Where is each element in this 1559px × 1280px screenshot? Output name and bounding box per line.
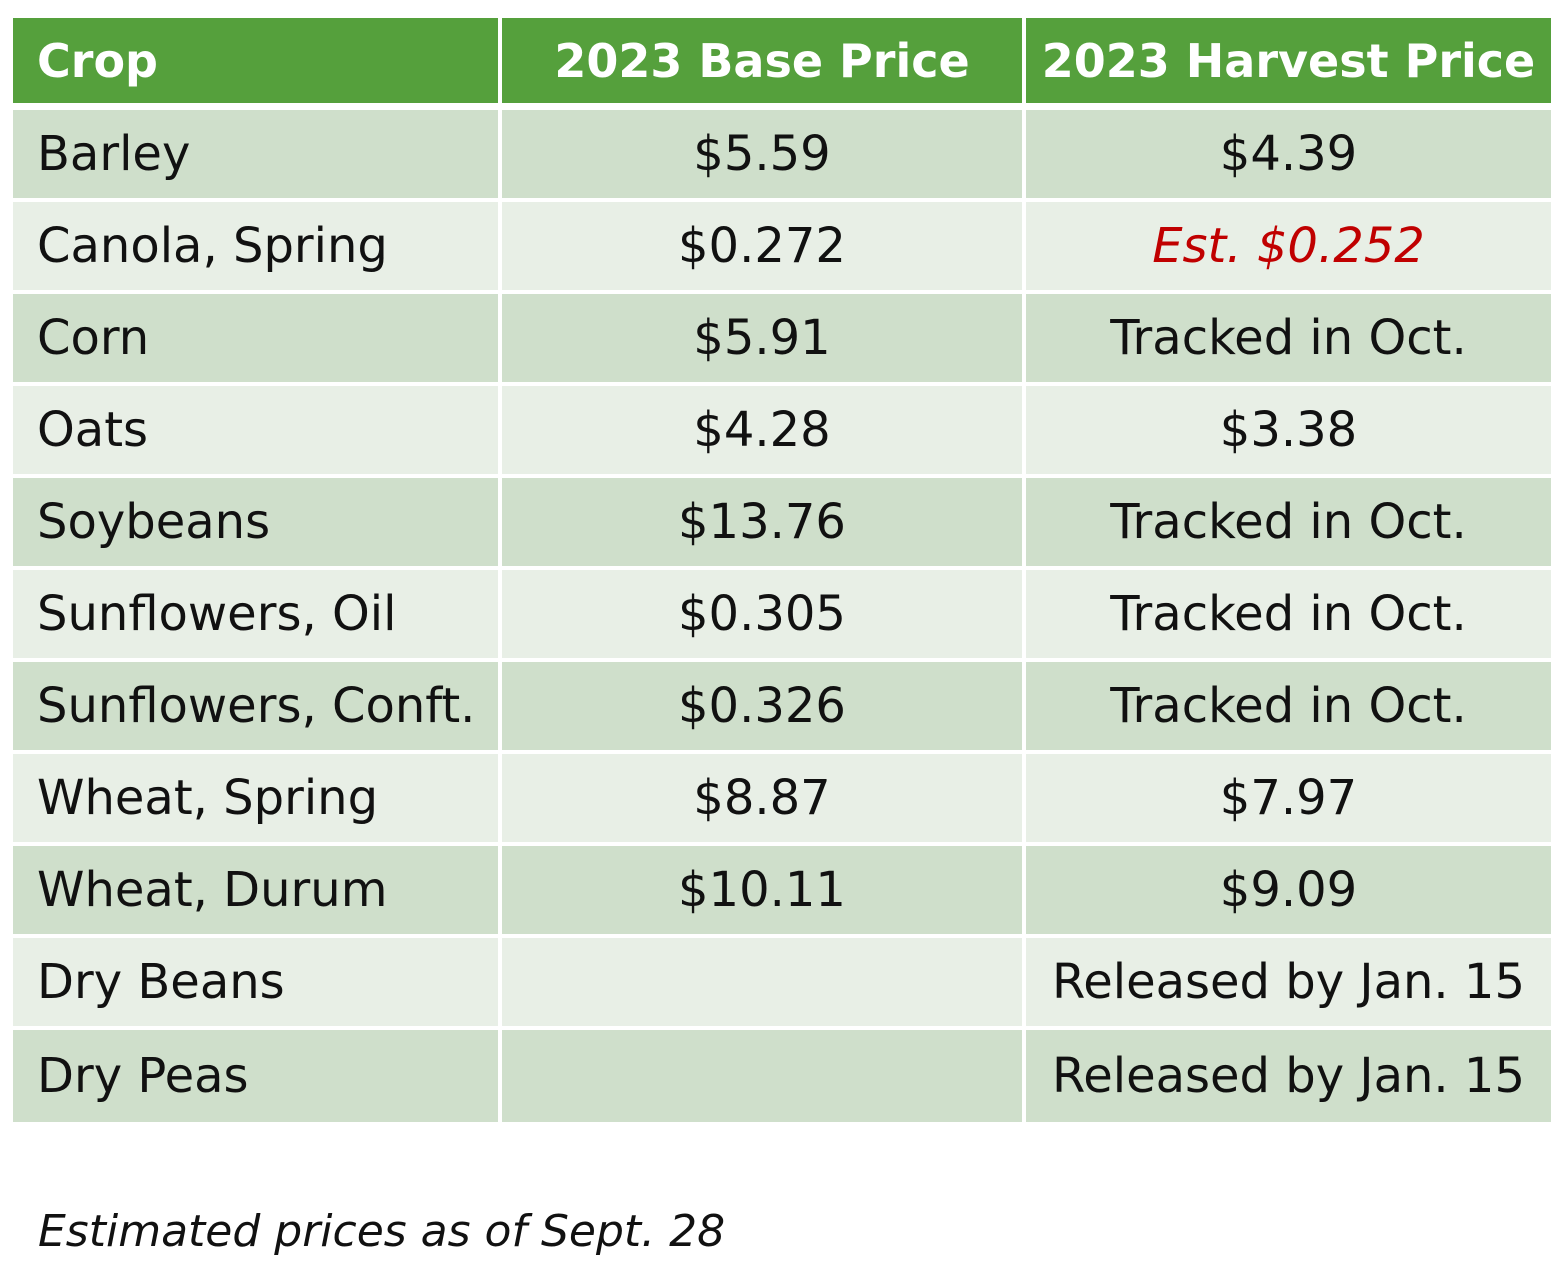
harvest-price-cell: Est. $0.252 [1026,202,1551,294]
table-row: Canola, Spring $0.272 Est. $0.252 [13,202,1551,294]
harvest-price-cell: $3.38 [1026,386,1551,478]
base-price-cell: $10.11 [502,846,1026,938]
crop-name-cell: Dry Peas [13,1030,502,1122]
base-price-cell: $4.28 [502,386,1026,478]
crop-name-cell: Sunflowers, Conft. [13,662,502,754]
header-row: Crop 2023 Base Price 2023 Harvest Price [13,18,1551,110]
harvest-price-cell: $9.09 [1026,846,1551,938]
table-row: Oats $4.28 $3.38 [13,386,1551,478]
crop-name-cell: Canola, Spring [13,202,502,294]
harvest-price-cell: Tracked in Oct. [1026,294,1551,386]
harvest-price-cell: $4.39 [1026,110,1551,202]
crop-name-cell: Soybeans [13,478,502,570]
header-harvest-price: 2023 Harvest Price [1026,18,1551,110]
harvest-price-cell: Released by Jan. 15 [1026,1030,1551,1122]
harvest-price-cell: Tracked in Oct. [1026,478,1551,570]
header-crop: Crop [13,18,502,110]
table-row: Soybeans $13.76 Tracked in Oct. [13,478,1551,570]
base-price-cell: $8.87 [502,754,1026,846]
crop-price-table: Crop 2023 Base Price 2023 Harvest Price … [13,18,1551,1122]
base-price-cell: $0.272 [502,202,1026,294]
harvest-price-cell: Released by Jan. 15 [1026,938,1551,1030]
footnote: Estimated prices as of Sept. 28 [38,1206,726,1257]
base-price-cell: $13.76 [502,478,1026,570]
crop-name-cell: Wheat, Spring [13,754,502,846]
table-row: Dry Beans Released by Jan. 15 [13,938,1551,1030]
base-price-cell [502,938,1026,1030]
crop-name-cell: Sunflowers, Oil [13,570,502,662]
crop-name-cell: Corn [13,294,502,386]
table-row: Wheat, Durum $10.11 $9.09 [13,846,1551,938]
table-row: Sunflowers, Oil $0.305 Tracked in Oct. [13,570,1551,662]
crop-name-cell: Barley [13,110,502,202]
table-body: Barley $5.59 $4.39 Canola, Spring $0.272 Est.… [13,110,1551,1122]
table-row: Corn $5.91 Tracked in Oct. [13,294,1551,386]
harvest-price-cell: Tracked in Oct. [1026,662,1551,754]
table-row: Barley $5.59 $4.39 [13,110,1551,202]
base-price-cell: $0.305 [502,570,1026,662]
base-price-cell [502,1030,1026,1122]
harvest-price-cell: Tracked in Oct. [1026,570,1551,662]
header-base-price: 2023 Base Price [502,18,1026,110]
table-row: Sunflowers, Conft. $0.326 Tracked in Oct. [13,662,1551,754]
estimated-harvest-price: Est. $0.252 [1152,218,1425,274]
harvest-price-cell: $7.97 [1026,754,1551,846]
base-price-cell: $5.59 [502,110,1026,202]
crop-name-cell: Dry Beans [13,938,502,1030]
base-price-cell: $0.326 [502,662,1026,754]
table-row: Dry Peas Released by Jan. 15 [13,1030,1551,1122]
crop-name-cell: Wheat, Durum [13,846,502,938]
table-header: Crop 2023 Base Price 2023 Harvest Price [13,18,1551,110]
crop-name-cell: Oats [13,386,502,478]
base-price-cell: $5.91 [502,294,1026,386]
table-row: Wheat, Spring $8.87 $7.97 [13,754,1551,846]
